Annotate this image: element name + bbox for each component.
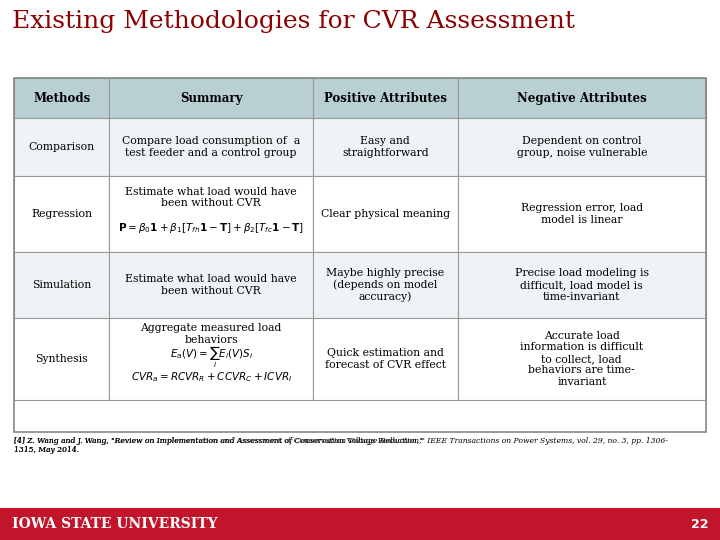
Text: Compare load consumption of  a
test feeder and a control group: Compare load consumption of a test feede… bbox=[122, 137, 300, 158]
Bar bbox=[313, 118, 458, 176]
Text: Dependent on control
group, noise vulnerable: Dependent on control group, noise vulner… bbox=[516, 137, 647, 158]
Text: 1315, May 2014.: 1315, May 2014. bbox=[14, 446, 79, 454]
Bar bbox=[14, 78, 706, 432]
Bar bbox=[14, 78, 109, 118]
Text: Negative Attributes: Negative Attributes bbox=[517, 92, 647, 105]
Text: Summary: Summary bbox=[180, 92, 243, 105]
Bar bbox=[458, 78, 706, 118]
Bar bbox=[313, 176, 458, 252]
Bar bbox=[14, 252, 109, 318]
Bar bbox=[109, 176, 313, 252]
Text: [4] Z. Wang and J. Wang, "Review on Implementation and Assessment of Conservatio: [4] Z. Wang and J. Wang, "Review on Impl… bbox=[14, 437, 425, 445]
Bar bbox=[14, 318, 109, 400]
Text: Clear physical meaning: Clear physical meaning bbox=[320, 209, 450, 219]
Text: Regression: Regression bbox=[31, 209, 92, 219]
Text: [4] Z. Wang and J. Wang, "Review on Implementation and Assessment of Conservatio: [4] Z. Wang and J. Wang, "Review on Impl… bbox=[14, 437, 668, 454]
Bar bbox=[313, 78, 458, 118]
Text: Quick estimation and
forecast of CVR effect: Quick estimation and forecast of CVR eff… bbox=[325, 348, 446, 370]
Text: $CVR_a = RCVR_R + CCVR_C + ICVR_I$: $CVR_a = RCVR_R + CCVR_C + ICVR_I$ bbox=[130, 370, 292, 384]
Text: Accurate load
information is difficult
to collect, load
behaviors are time-
inva: Accurate load information is difficult t… bbox=[521, 330, 644, 387]
Text: 22: 22 bbox=[690, 517, 708, 530]
Text: Existing Methodologies for CVR Assessment: Existing Methodologies for CVR Assessmen… bbox=[12, 10, 575, 33]
Bar bbox=[313, 252, 458, 318]
Text: Positive Attributes: Positive Attributes bbox=[324, 92, 446, 105]
Text: Estimate what load would have
been without CVR: Estimate what load would have been witho… bbox=[125, 186, 297, 208]
Bar bbox=[313, 318, 458, 400]
Text: Easy and
straightforward: Easy and straightforward bbox=[342, 137, 428, 158]
Bar bbox=[109, 78, 313, 118]
Bar bbox=[0, 508, 720, 540]
Bar bbox=[109, 318, 313, 400]
Bar bbox=[14, 176, 109, 252]
Bar bbox=[458, 118, 706, 176]
Text: Maybe highly precise
(depends on model
accuracy): Maybe highly precise (depends on model a… bbox=[326, 268, 444, 302]
Text: $\mathbf{P}=\beta_0\mathbf{1}+\beta_1[T_{fh}\mathbf{1}-\mathbf{T}]+\beta_2[T_{fc: $\mathbf{P}=\beta_0\mathbf{1}+\beta_1[T_… bbox=[118, 221, 305, 235]
Bar bbox=[458, 318, 706, 400]
Text: IOWA STATE UNIVERSITY: IOWA STATE UNIVERSITY bbox=[12, 517, 217, 531]
Text: Regression error, load
model is linear: Regression error, load model is linear bbox=[521, 204, 643, 225]
Text: Simulation: Simulation bbox=[32, 280, 91, 290]
Text: Estimate what load would have
been without CVR: Estimate what load would have been witho… bbox=[125, 274, 297, 296]
Text: Comparison: Comparison bbox=[29, 142, 95, 152]
Text: Precise load modeling is
difficult, load model is
time-invariant: Precise load modeling is difficult, load… bbox=[515, 268, 649, 301]
Text: Aggregate measured load
behaviors: Aggregate measured load behaviors bbox=[140, 323, 282, 345]
Bar bbox=[458, 176, 706, 252]
Bar bbox=[14, 118, 109, 176]
Text: Methods: Methods bbox=[33, 92, 91, 105]
Bar bbox=[109, 118, 313, 176]
Bar bbox=[109, 252, 313, 318]
Bar bbox=[458, 252, 706, 318]
Text: $E_a(V) = \sum_i E_i(V)S_i$: $E_a(V) = \sum_i E_i(V)S_i$ bbox=[169, 345, 253, 370]
Text: Synthesis: Synthesis bbox=[35, 354, 88, 364]
